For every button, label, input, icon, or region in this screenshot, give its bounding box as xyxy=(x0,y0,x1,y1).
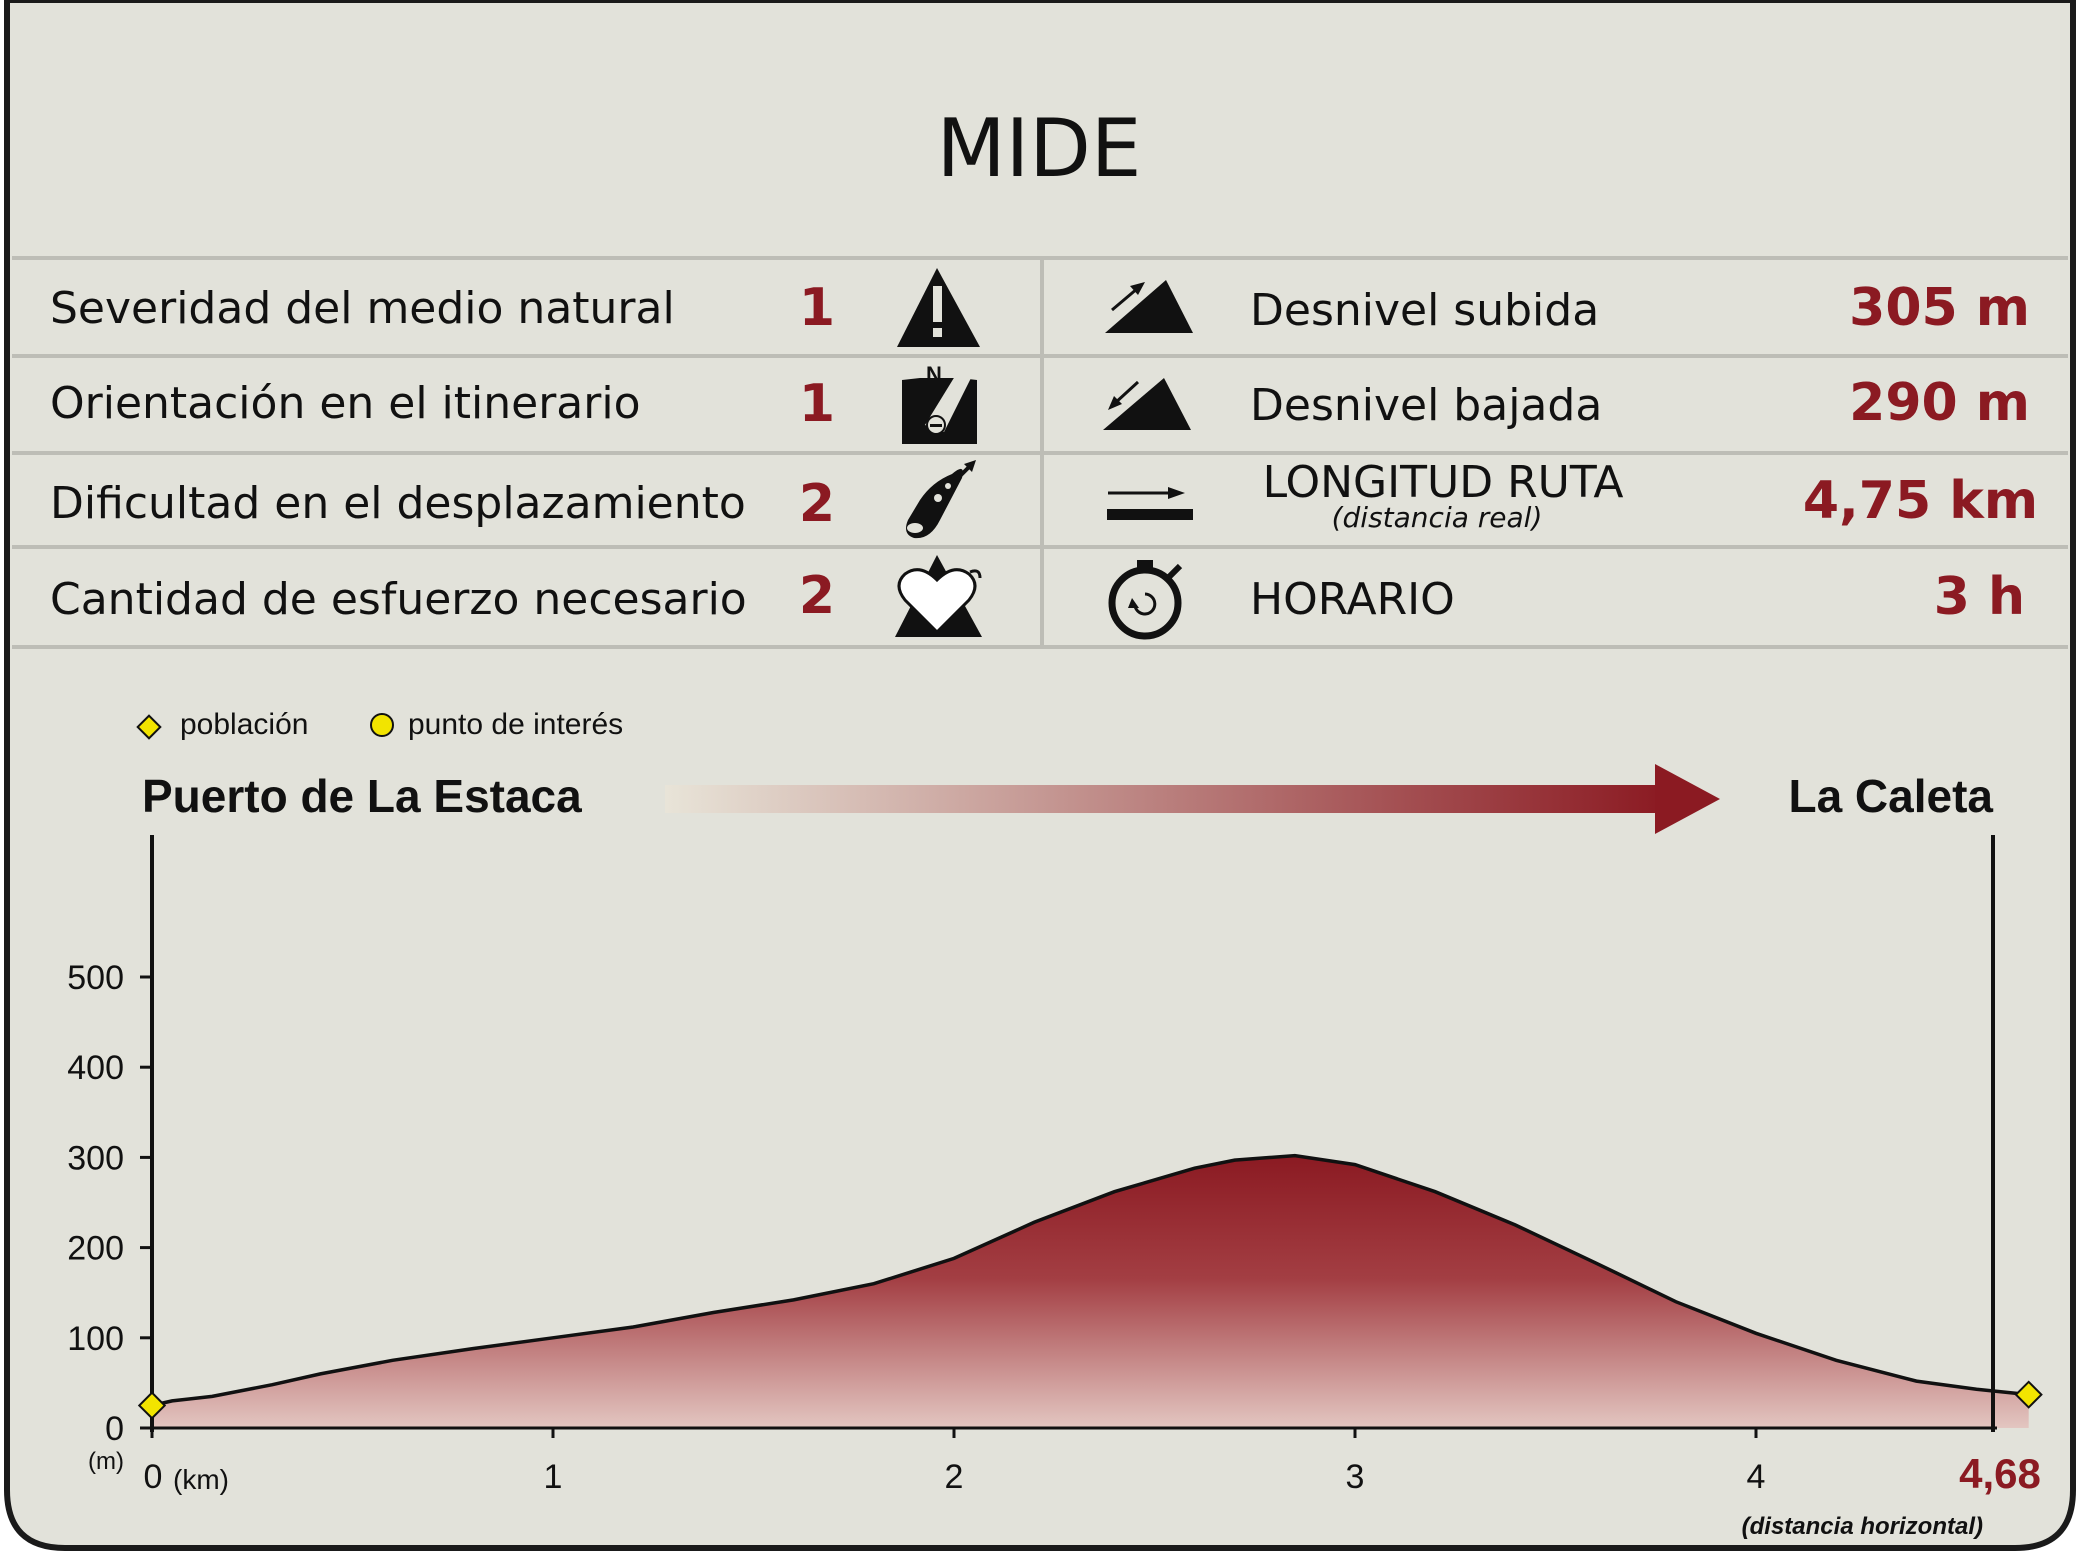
x-axis-note: (distancia horizontal) xyxy=(1742,1513,1983,1540)
longitud-ruta-label: LONGITUD RUTA xyxy=(1263,457,1624,508)
elevation-area xyxy=(152,1155,2029,1428)
y-tick-label: 200 xyxy=(67,1230,124,1268)
orientacion-label: Orientación en el itinerario xyxy=(50,378,641,429)
heart-mountain-icon xyxy=(895,555,982,637)
x-tick-label: 4 xyxy=(1747,1458,1766,1496)
desnivel-bajada-label: Desnivel bajada xyxy=(1250,380,1602,431)
esfuerzo-value: 2 xyxy=(799,566,835,626)
y-tick-label: 400 xyxy=(67,1049,124,1087)
horario-value: 3 h xyxy=(1934,567,2025,627)
desnivel-subida-value: 305 m xyxy=(1849,278,2030,338)
punto-interes-marker-icon xyxy=(370,713,394,737)
card-frame xyxy=(4,0,2076,1551)
y-tick-label: 300 xyxy=(67,1139,124,1177)
x-tick-label: 0 xyxy=(144,1458,163,1496)
y-axis-unit: (m) xyxy=(88,1448,124,1475)
compass-orientation-icon: N xyxy=(902,362,977,444)
x-tick-label: 1 xyxy=(544,1458,563,1496)
direction-arrow xyxy=(665,764,1720,834)
x-axis-unit: (km) xyxy=(173,1464,229,1495)
y-tick-label: 500 xyxy=(67,959,124,997)
y-axis-ticks: 0 100 200 300 400 500 xyxy=(67,959,152,1448)
footprint-icon xyxy=(906,460,976,539)
severidad-label: Severidad del medio natural xyxy=(50,283,675,334)
end-location: La Caleta xyxy=(1788,770,1993,822)
start-location: Puerto de La Estaca xyxy=(142,770,582,822)
poblacion-marker xyxy=(2014,1380,2043,1409)
page-title: MIDE xyxy=(937,102,1142,195)
desnivel-bajada-value: 290 m xyxy=(1849,373,2030,433)
dificultad-value: 2 xyxy=(799,474,835,534)
poblacion-marker xyxy=(137,1391,167,1420)
x-end-value: 4,68 xyxy=(1959,1450,2041,1497)
y-tick-label: 0 xyxy=(105,1410,124,1448)
stopwatch-icon xyxy=(1108,560,1183,640)
x-tick-label: 3 xyxy=(1346,1458,1365,1496)
ascent-icon xyxy=(1105,280,1193,333)
desnivel-subida-label: Desnivel subida xyxy=(1250,285,1599,336)
legend-poblacion: población xyxy=(180,708,308,741)
esfuerzo-label: Cantidad de esfuerzo necesario xyxy=(50,574,747,625)
longitud-ruta-value: 4,75 km xyxy=(1803,471,2038,531)
distance-arrow-icon xyxy=(1107,487,1193,520)
x-tick-label: 2 xyxy=(945,1458,964,1496)
route-markers xyxy=(137,1380,2043,1420)
poblacion-marker-icon xyxy=(136,714,162,740)
elevation-profile-line xyxy=(151,1153,2029,1408)
y-tick-label: 100 xyxy=(67,1320,124,1358)
orientacion-value: 1 xyxy=(799,374,835,434)
dificultad-label: Dificultad en el desplazamiento xyxy=(50,478,746,529)
longitud-ruta-sublabel: (distancia real) xyxy=(1332,501,1543,534)
legend-punto-interes: punto de interés xyxy=(408,708,623,741)
elevation-chart: 0 100 200 300 400 500 0 1 2 3 4 (m) (km) 4,68 (di… xyxy=(67,835,2043,1540)
descent-icon xyxy=(1103,378,1191,430)
warning-mountain-icon xyxy=(897,268,980,347)
chart-legend: población punto de interés xyxy=(136,708,623,741)
x-axis-ticks: 0 1 2 3 4 xyxy=(144,1428,1766,1496)
severidad-value: 1 xyxy=(799,278,835,338)
horario-label: HORARIO xyxy=(1250,574,1455,625)
mide-table xyxy=(12,256,2068,649)
